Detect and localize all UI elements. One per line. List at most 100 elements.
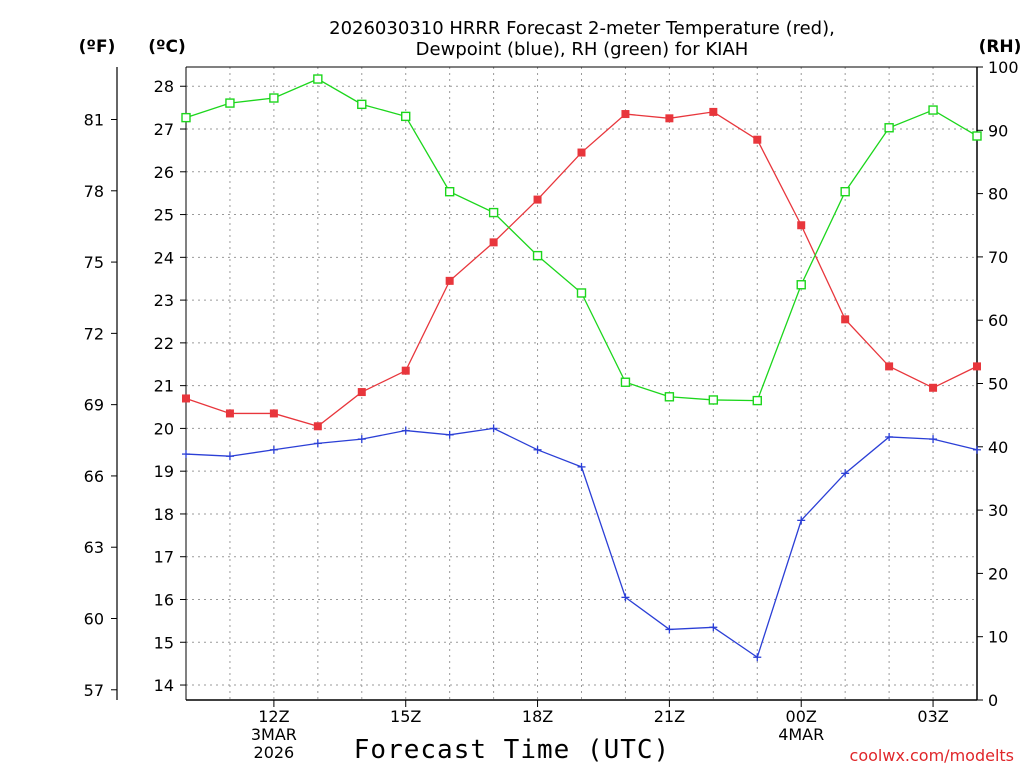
rh-tick-label: 20 (988, 564, 1008, 583)
dewpoint-point (841, 469, 850, 478)
dewpoint-point (225, 452, 234, 461)
rh-point (664, 392, 675, 402)
celsius-tick-label: 28 (154, 77, 174, 96)
rh-tick-label: 70 (988, 248, 1008, 267)
rh-point (620, 377, 631, 387)
rh-point (225, 98, 235, 108)
rh-point (269, 93, 279, 103)
celsius-unit-label: (ºC) (148, 37, 186, 57)
rh-tick-label: 40 (988, 438, 1008, 457)
grid-lines (186, 67, 977, 700)
celsius-tick-label: 20 (154, 419, 174, 438)
temperature-point (797, 221, 806, 230)
fahrenheit-tick-label: 57 (84, 681, 104, 700)
fahrenheit-unit-label: (ºF) (79, 37, 116, 57)
celsius-tick-label: 23 (154, 291, 174, 310)
rh-point (576, 288, 587, 298)
dewpoint-point (709, 623, 718, 632)
temperature-point (445, 276, 454, 285)
dewpoint-point (182, 450, 190, 459)
rh-point (488, 207, 499, 218)
temperature-point (621, 110, 630, 119)
x-tick-label: 3MAR (251, 725, 297, 744)
celsius-tick-label: 24 (154, 248, 174, 267)
celsius-tick-label: 17 (154, 548, 174, 567)
temperature-point (489, 238, 498, 247)
rh-tick-label: 0 (988, 691, 998, 710)
temperature-point (929, 383, 938, 392)
rh-point (357, 99, 367, 110)
dewpoint-point (269, 445, 278, 454)
celsius-tick-label: 25 (154, 206, 174, 225)
temperature-point (665, 114, 674, 123)
dewpoint-point (665, 625, 674, 634)
x-tick-label: 21Z (654, 707, 685, 726)
dewpoint-point (973, 445, 981, 454)
x-tick-label: 18Z (522, 707, 553, 726)
celsius-tick-label: 15 (154, 633, 174, 652)
celsius-tick-label: 27 (154, 120, 174, 139)
temperature-point (885, 362, 894, 371)
celsius-tick-label: 16 (154, 590, 174, 609)
temperature-point (753, 135, 762, 144)
chart-title-line1: 2026030310 HRRR Forecast 2-meter Tempera… (329, 18, 835, 39)
x-tick-label: 4MAR (778, 725, 824, 744)
x-axis-title: Forecast Time (UTC) (354, 735, 670, 765)
dewpoint-point (357, 435, 366, 444)
rh-unit-label: (RH) (979, 37, 1022, 57)
celsius-tick-label: 22 (154, 334, 174, 353)
rh-tick-label: 90 (988, 121, 1008, 140)
dewpoint-point (313, 439, 322, 448)
celsius-tick-label: 18 (154, 505, 174, 524)
celsius-tick-label: 14 (154, 676, 174, 695)
temperature-point (973, 362, 981, 371)
temperature-point (401, 366, 410, 375)
rh-tick-label: 30 (988, 501, 1008, 520)
credit-text: coolwx.com/modelts (850, 746, 1014, 765)
celsius-tick-label: 21 (154, 377, 174, 396)
series-layer (181, 74, 982, 662)
rh-point (796, 280, 806, 290)
rh-point (752, 395, 762, 406)
fahrenheit-tick-label: 60 (84, 609, 104, 628)
temperature-point (182, 394, 190, 403)
temperature-point (709, 107, 718, 116)
rh-point (884, 123, 894, 133)
rh-point (444, 187, 455, 197)
fahrenheit-tick-label: 81 (84, 111, 104, 130)
temperature-point (841, 315, 850, 324)
rh-point (708, 395, 719, 405)
rh-point (401, 111, 411, 122)
dewpoint-point (797, 516, 806, 525)
dewpoint-point (445, 430, 454, 439)
x-tick-label: 15Z (390, 707, 421, 726)
celsius-tick-label: 19 (154, 462, 174, 481)
fahrenheit-tick-label: 63 (84, 538, 104, 557)
rh-point (313, 74, 323, 84)
dewpoint-point (401, 426, 410, 435)
temperature-point (225, 409, 234, 418)
rh-tick-label: 100 (988, 58, 1019, 77)
fahrenheit-tick-label: 72 (84, 324, 104, 343)
x-tick-label: 03Z (917, 707, 948, 726)
dewpoint-point (885, 432, 894, 441)
rh-tick-label: 50 (988, 375, 1008, 394)
dewpoint-point (621, 593, 630, 602)
rh-point (181, 112, 191, 123)
x-tick-label: 12Z (258, 707, 289, 726)
rh-point (928, 105, 938, 115)
temperature-point (313, 422, 322, 431)
dewpoint-point (577, 462, 586, 471)
temperature-point (577, 148, 586, 157)
dewpoint-point (489, 424, 498, 433)
dewpoint-point (753, 653, 762, 662)
rh-tick-label: 10 (988, 628, 1008, 647)
fahrenheit-tick-label: 78 (84, 182, 104, 201)
x-tick-label: 2026 (254, 743, 295, 762)
celsius-tick-label: 26 (154, 163, 174, 182)
rh-tick-label: 60 (988, 311, 1008, 330)
dewpoint-point (533, 445, 542, 454)
temperature-point (269, 409, 278, 418)
fahrenheit-tick-label: 69 (84, 396, 104, 415)
